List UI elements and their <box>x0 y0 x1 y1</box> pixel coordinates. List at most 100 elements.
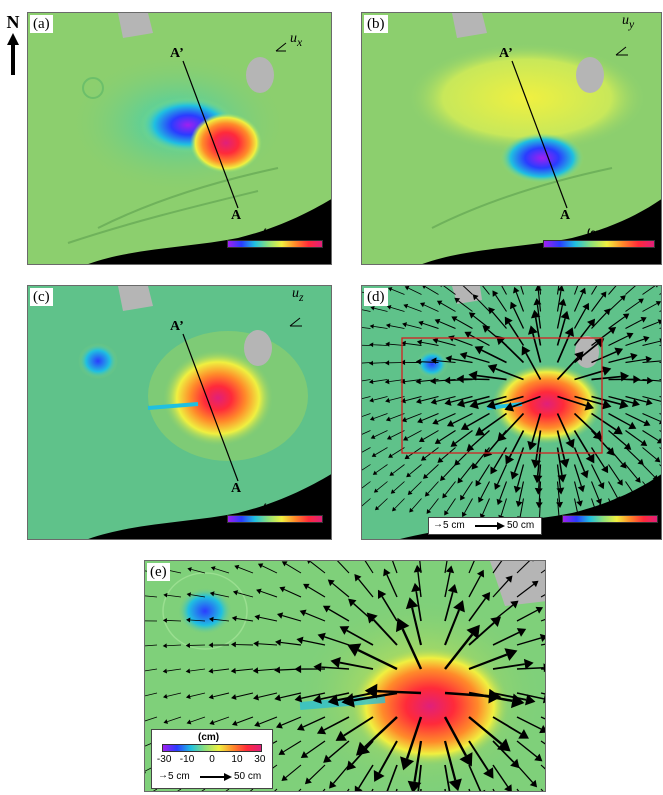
vector-arrowhead <box>658 419 661 425</box>
vector-arrowhead <box>466 624 480 640</box>
vector-arrow <box>190 619 206 622</box>
vector-arrowhead <box>312 694 322 704</box>
vector-arrow <box>408 287 422 295</box>
vector-arrow <box>376 689 422 695</box>
vector-arrow <box>308 764 326 781</box>
vector-arrowhead <box>660 403 661 405</box>
vector-arrowhead <box>445 565 455 574</box>
vector-arrowhead <box>650 492 656 498</box>
vector-arrowhead <box>560 310 570 320</box>
vector-arrow <box>492 631 520 646</box>
vector-arrow <box>463 395 490 404</box>
negative-lobe <box>500 133 584 183</box>
vector-arrow <box>573 430 591 457</box>
vector-arrow <box>374 307 388 312</box>
profile-end-label: A’ <box>499 46 513 61</box>
vector-arrowhead <box>466 443 475 452</box>
vector-arrow <box>608 316 626 329</box>
vector-arrow <box>410 481 422 493</box>
colorbar-tick: 0 <box>596 250 602 261</box>
vector-arrow <box>446 498 456 512</box>
vector-arrow <box>591 286 598 295</box>
cloud-patch <box>118 13 153 38</box>
vector-arrow <box>454 430 473 444</box>
colorbar-tick: 0 <box>272 250 278 261</box>
vector-arrow <box>443 464 456 478</box>
vector-arrowhead <box>401 340 406 347</box>
vector-arrowhead <box>385 323 391 329</box>
vector-arrow <box>362 464 371 471</box>
vector-arrowhead <box>330 657 341 669</box>
profile-start-label: A <box>231 208 242 223</box>
vector-arrow <box>440 302 456 312</box>
vector-arrow <box>324 636 350 646</box>
vector-arrow <box>145 668 158 672</box>
colorbar-tick: 30 <box>648 525 660 536</box>
vector-arrowhead <box>649 509 654 516</box>
vector-arrow <box>539 286 542 295</box>
vector-arrowhead <box>368 379 374 385</box>
vector-arrow <box>519 498 525 517</box>
vector-arrowhead <box>186 592 192 598</box>
vector-arrow <box>471 430 490 448</box>
vector-arrow <box>282 615 302 622</box>
vector-arrow <box>421 341 439 346</box>
profile-start-label: A <box>560 208 571 223</box>
vector-arrow <box>166 692 182 697</box>
vector-arrow <box>421 413 439 421</box>
vector-arrowhead <box>316 725 327 735</box>
colorbar-c: (cm) -30 -10 0 10 30 <box>223 503 325 537</box>
colorbar-tick: -30 <box>223 525 239 536</box>
vector-arrowhead <box>645 355 652 363</box>
vector-arrow <box>536 447 542 476</box>
vector-arrowhead <box>622 313 630 320</box>
vector-arrow <box>423 304 439 312</box>
vector-arrowhead <box>346 760 357 771</box>
vector-arrowhead <box>252 667 259 674</box>
vector-arrow <box>556 290 562 312</box>
vector-arrowhead <box>257 563 264 569</box>
vector-arrowhead <box>402 435 409 441</box>
vector-arrowhead <box>299 609 307 617</box>
vector-arrowhead <box>209 719 215 726</box>
vector-arrow <box>444 572 451 598</box>
vector-arrow <box>642 395 661 402</box>
vector-arrow <box>301 692 326 699</box>
vector-arrowhead <box>386 435 392 440</box>
vector-arrowhead <box>186 617 191 623</box>
vector-arrow <box>425 286 439 295</box>
vector-arrowhead <box>354 574 362 582</box>
vector-arrowhead <box>456 398 466 408</box>
vector-arrowhead <box>555 516 563 523</box>
vector-arrowhead <box>601 465 609 474</box>
vector-arrowhead <box>436 300 443 306</box>
vector-arrowhead <box>281 561 288 567</box>
vector-arrow <box>590 429 611 451</box>
vector-arrow <box>591 351 617 364</box>
vector-arrowhead <box>432 418 439 425</box>
colorbar-tick: -30 <box>156 754 172 765</box>
vector-arrow <box>236 716 254 724</box>
vector-arrowhead <box>422 286 426 289</box>
colorbar-b: (cm) -100 -50 0 50 100 <box>539 228 659 262</box>
vector-arrowhead <box>304 777 312 785</box>
vector-arrow <box>573 498 579 517</box>
vector-arrow <box>364 561 374 574</box>
vector-arrow <box>493 447 508 469</box>
vector-arrowhead <box>317 632 326 641</box>
vector-arrowhead <box>521 345 531 356</box>
vector-arrowhead <box>231 694 237 700</box>
vector-arrowhead <box>478 496 484 503</box>
vector-arrowhead <box>355 741 371 756</box>
vector-arrow <box>478 464 490 483</box>
cloud-patch <box>118 286 153 311</box>
vector-arrowhead <box>460 422 470 430</box>
vector-arrow <box>145 692 158 697</box>
vector-arrowhead <box>347 643 362 657</box>
vector-arrow <box>540 692 545 695</box>
vector-arrowhead <box>348 598 357 607</box>
panel-a: A’ A (a) ux (cm) -30 -10 0 10 30 <box>27 12 332 265</box>
colorbar-tick: 10 <box>291 525 303 536</box>
vector-arrowhead <box>640 317 647 323</box>
vector-arrow <box>516 583 535 598</box>
